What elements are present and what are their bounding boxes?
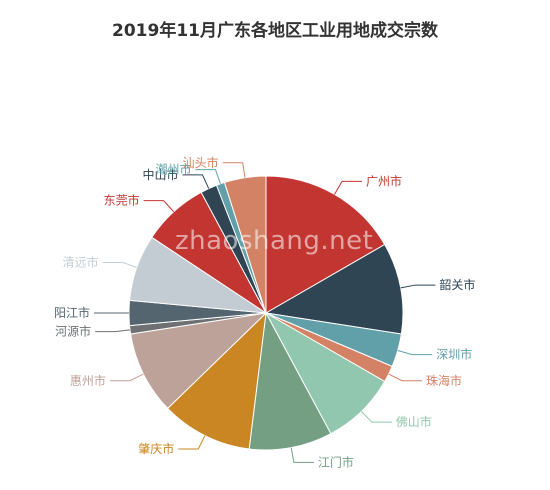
pie-slices xyxy=(128,175,404,451)
slice-label-1: 韶关市 xyxy=(439,277,475,292)
leader-line-2 xyxy=(397,350,433,356)
leader-line-1 xyxy=(400,284,436,289)
leader-line-13 xyxy=(195,169,221,184)
slice-label-13: 潮州市 xyxy=(155,162,191,177)
leader-line-12 xyxy=(182,174,210,189)
chart-title: 2019年11月广东各地区工业用地成交宗数 xyxy=(112,21,438,41)
pie-slice-0[interactable] xyxy=(265,175,386,314)
slice-label-5: 江门市 xyxy=(318,454,354,469)
slice-label-11: 东莞市 xyxy=(104,193,140,208)
leader-line-3 xyxy=(388,373,423,382)
leader-line-6 xyxy=(178,435,206,450)
slice-label-2: 深圳市 xyxy=(436,347,472,362)
slice-label-12: 中山市 xyxy=(142,167,178,182)
slice-label-14: 汕头市 xyxy=(183,155,219,170)
slice-label-7: 惠州市 xyxy=(70,373,106,388)
slice-label-0: 广州市 xyxy=(366,173,402,188)
slice-label-10: 清远市 xyxy=(63,254,99,269)
pie-slice-5[interactable] xyxy=(248,311,332,451)
pie-slice-6[interactable] xyxy=(166,311,267,450)
pie-slice-14[interactable] xyxy=(223,175,267,314)
pie-slice-7[interactable] xyxy=(130,312,268,410)
leader-line-8 xyxy=(95,329,131,333)
slice-label-9: 阳江市 xyxy=(54,305,90,320)
leader-line-10 xyxy=(102,261,137,268)
leader-line-5 xyxy=(290,447,314,463)
leader-line-4 xyxy=(361,411,392,423)
leader-line-7 xyxy=(109,373,144,382)
slice-label-6: 肇庆市 xyxy=(138,441,174,456)
slice-label-4: 佛山市 xyxy=(396,414,432,429)
slice-label-3: 珠海市 xyxy=(426,373,462,388)
slice-label-8: 河源市 xyxy=(55,324,91,339)
leader-line-11 xyxy=(143,200,175,213)
leader-line-0 xyxy=(334,180,362,195)
leader-line-14 xyxy=(222,162,246,178)
